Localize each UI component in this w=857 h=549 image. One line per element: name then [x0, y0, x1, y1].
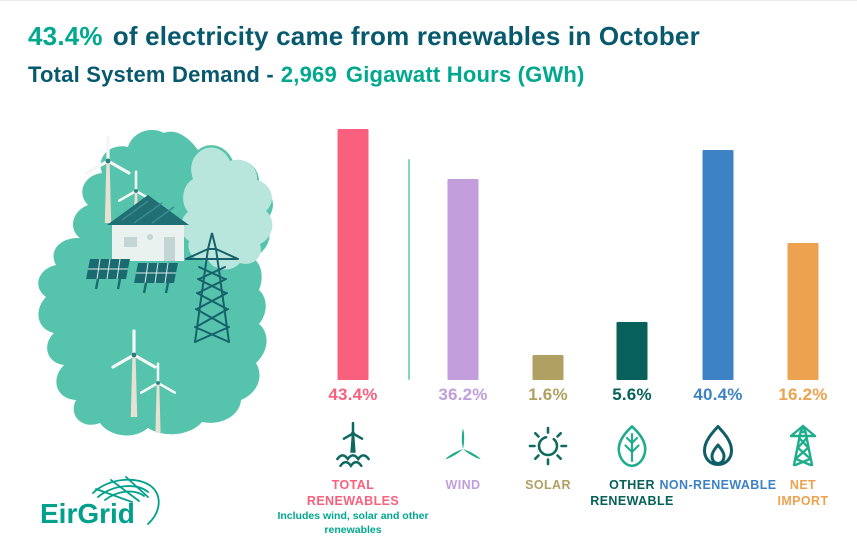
- bar-net-import: [787, 243, 819, 380]
- house-illustration: [107, 195, 189, 261]
- chart-column-wind: 36.2% WIND: [398, 116, 528, 549]
- solar-panels-illustration: [86, 258, 178, 294]
- chart-column-non-renewable: 40.4% NON-RENEWABLE: [653, 116, 783, 549]
- value-label: 5.6%: [612, 385, 652, 404]
- category-label: NON-RENEWABLE: [659, 478, 777, 492]
- title-text: of electricity came from renewables in O…: [112, 21, 700, 51]
- category-label: NET IMPORT: [777, 478, 829, 508]
- category-label: OTHER RENEWABLE: [590, 478, 674, 508]
- logo-text: EirGrid: [40, 498, 135, 529]
- bar-wind: [447, 179, 479, 380]
- bar-non-renewable: [702, 150, 734, 380]
- bar-total-renewables: [337, 129, 369, 380]
- chart-column-solar: 1.6% SOLAR: [483, 116, 613, 549]
- chart-column-total-renewables: 43.4% TOTAL RENEWABLES Includes wind, so…: [277, 116, 429, 549]
- demand-value: 2,969: [280, 62, 337, 87]
- value-label: 40.4%: [693, 385, 743, 404]
- leaf-icon: [567, 419, 697, 473]
- sun-icon: [483, 419, 613, 473]
- demand-label: Total System Demand -: [28, 62, 274, 87]
- category-label: SOLAR: [525, 478, 571, 492]
- value-label: 43.4%: [328, 385, 378, 404]
- flame-icon: [653, 419, 783, 473]
- wind-turbine-illustration-south: [111, 329, 177, 433]
- page-subtitle: Total System Demand -2,969 Gigawatt Hours…: [28, 62, 585, 88]
- pylon-icon: [738, 419, 857, 473]
- ireland-map-illustration: [38, 129, 273, 436]
- value-label: 36.2%: [438, 385, 488, 404]
- category-label: WIND: [445, 478, 481, 492]
- category-note: Includes wind, solar and other renewable…: [277, 510, 429, 536]
- chart-divider-line: [408, 159, 410, 380]
- bar-other-renewable: [616, 322, 648, 380]
- value-label: 1.6%: [528, 385, 568, 404]
- chart-column-other-renewable: 5.6% OTHER RENEWABLE: [567, 116, 697, 549]
- demand-unit: Gigawatt Hours (GWh): [345, 62, 585, 87]
- wind-blades-icon: [398, 419, 528, 473]
- bar-solar: [532, 355, 564, 380]
- category-label: TOTAL RENEWABLES: [306, 478, 400, 508]
- page-title: 43.4% of electricity came from renewables…: [28, 21, 700, 52]
- wind-turbine-illustration: [85, 135, 155, 241]
- northern-ireland-region: [181, 147, 273, 270]
- chart-column-net-import: 16.2% NET IMPORT: [738, 116, 857, 549]
- value-label: 16.2%: [778, 385, 828, 404]
- renewables-percentage: 43.4%: [28, 21, 103, 51]
- eirgrid-logo: EirGrid: [40, 476, 160, 529]
- offshore-wind-turbine-icon: [288, 419, 418, 473]
- pylon-illustration: [185, 232, 239, 343]
